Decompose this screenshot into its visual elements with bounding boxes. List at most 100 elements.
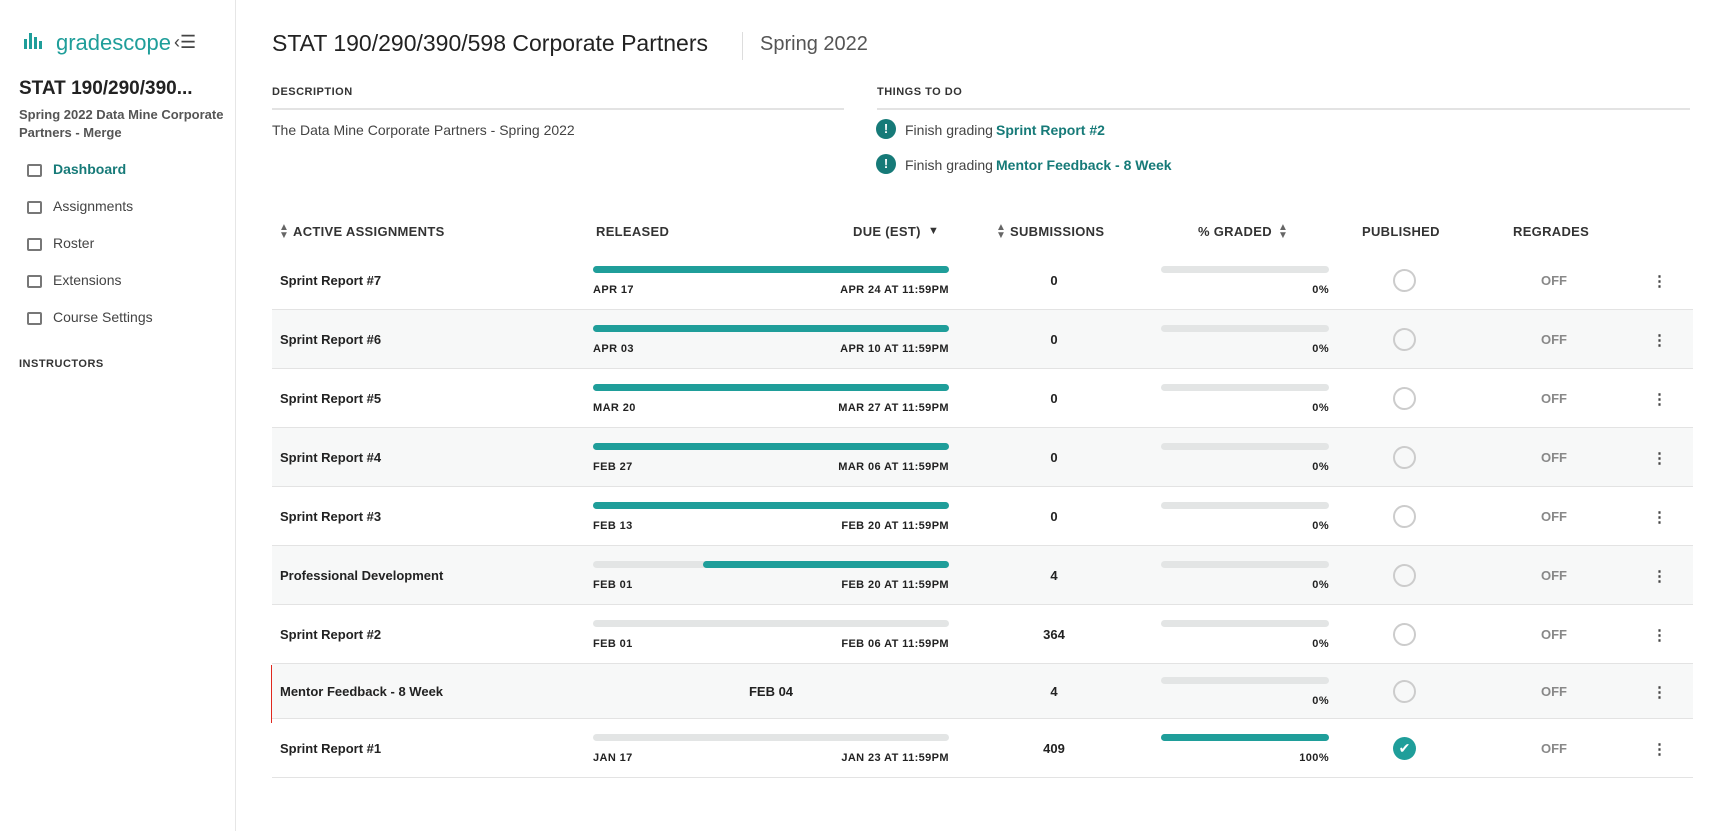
assignment-name[interactable]: Sprint Report #2 xyxy=(280,626,382,642)
nav-icon xyxy=(27,312,42,325)
due-date: APR 10 AT 11:59PM xyxy=(840,342,949,355)
column-header[interactable]: % GRADED xyxy=(1198,224,1272,239)
published-toggle[interactable] xyxy=(1393,504,1416,528)
graded-label: 0% xyxy=(1312,342,1329,355)
assignment-row: Sprint Report #3 FEB 13 FEB 20 AT 11:59PM 0… xyxy=(272,487,1693,546)
assignment-name[interactable]: Sprint Report #6 xyxy=(280,331,382,347)
assignment-name[interactable]: Sprint Report #1 xyxy=(280,740,382,756)
assignment-name[interactable]: Sprint Report #5 xyxy=(280,390,382,406)
timeline-bar xyxy=(593,733,949,741)
timeline-fill xyxy=(593,383,949,391)
timeline-fill xyxy=(593,265,949,273)
nav-link[interactable]: Dashboard xyxy=(53,161,127,177)
published-toggle[interactable] xyxy=(1393,445,1416,469)
graded-label: 0% xyxy=(1312,460,1329,473)
more-menu[interactable]: ⋮ xyxy=(1652,740,1667,758)
submissions[interactable]: 0 xyxy=(1050,272,1058,288)
nav-link[interactable]: Course Settings xyxy=(53,309,153,325)
more-menu[interactable]: ⋮ xyxy=(1652,508,1667,526)
nav-link[interactable]: Extensions xyxy=(53,272,122,288)
released-date: APR 03 xyxy=(593,342,634,355)
regrades: OFF xyxy=(1541,449,1567,465)
published-toggle[interactable] xyxy=(1393,563,1416,587)
graded-label: 100% xyxy=(1299,751,1329,764)
graded-label: 0% xyxy=(1312,283,1329,296)
assignment-name[interactable]: Sprint Report #4 xyxy=(280,449,382,465)
todo-heading: THINGS TO DO xyxy=(877,86,963,98)
released-date: MAR 20 xyxy=(593,401,636,414)
published-toggle[interactable]: ✔ xyxy=(1393,736,1416,760)
column-header[interactable]: SUBMISSIONS xyxy=(1010,224,1105,239)
graded-fill xyxy=(1161,733,1329,741)
graded-bar xyxy=(1161,265,1329,273)
page-title: STAT 190/290/390/598 Corporate Partners xyxy=(272,30,708,56)
regrades: OFF xyxy=(1541,683,1567,699)
nav-link[interactable]: Assignments xyxy=(53,198,134,214)
more-menu[interactable]: ⋮ xyxy=(1652,449,1667,467)
submissions[interactable]: 4 xyxy=(1050,683,1058,699)
more-menu[interactable]: ⋮ xyxy=(1652,331,1667,349)
submissions[interactable]: 4 xyxy=(1050,567,1058,583)
published-toggle[interactable] xyxy=(1393,679,1416,703)
regrades: OFF xyxy=(1541,331,1567,347)
due-date: FEB 06 AT 11:59PM xyxy=(841,637,949,650)
graded-label: 0% xyxy=(1312,578,1329,591)
sort-icon: ▲ ▼ xyxy=(279,222,289,241)
published-toggle[interactable] xyxy=(1393,327,1416,351)
section-heading: INSTRUCTORS xyxy=(19,358,104,370)
submissions[interactable]: 0 xyxy=(1050,449,1058,465)
submissions[interactable]: 409 xyxy=(1043,740,1065,756)
timeline-bar xyxy=(593,265,949,273)
more-menu[interactable]: ⋮ xyxy=(1652,567,1667,585)
todo-link[interactable]: Sprint Report #2 xyxy=(996,122,1105,138)
assignment-name[interactable]: Professional Development xyxy=(280,567,444,583)
assignment-row: Mentor Feedback - 8 Week FEB 04 4 0% OFF ⋮ xyxy=(272,664,1693,719)
assignment-name[interactable]: Mentor Feedback - 8 Week xyxy=(280,683,444,699)
timeline-bar xyxy=(593,619,949,627)
due-date: JAN 23 AT 11:59PM xyxy=(841,751,949,764)
more-menu[interactable]: ⋮ xyxy=(1652,683,1667,701)
nav-icon xyxy=(27,201,42,214)
todo-prefix: Finish grading xyxy=(905,157,993,173)
more-menu[interactable]: ⋮ xyxy=(1652,272,1667,290)
description-heading: DESCRIPTION xyxy=(272,86,353,98)
released-date: FEB 01 xyxy=(593,637,633,650)
brand[interactable]: gradescope xyxy=(56,30,171,55)
column-header: RELEASED xyxy=(596,224,670,239)
rule xyxy=(272,108,844,110)
assignment-row: Sprint Report #5 MAR 20 MAR 27 AT 11:59PM 0… xyxy=(272,369,1693,428)
regrades: OFF xyxy=(1541,272,1567,288)
nav-icon xyxy=(27,238,42,251)
submissions[interactable]: 0 xyxy=(1050,331,1058,347)
published-toggle[interactable] xyxy=(1393,268,1416,292)
assignment-name[interactable]: Sprint Report #3 xyxy=(280,508,382,524)
timeline-fill xyxy=(593,324,949,332)
column-header: PUBLISHED xyxy=(1362,224,1440,239)
due-date: FEB 20 AT 11:59PM xyxy=(841,519,949,532)
timeline-fill xyxy=(593,442,949,450)
submissions[interactable]: 0 xyxy=(1050,390,1058,406)
timeline-bar xyxy=(593,383,949,391)
released-date: FEB 27 xyxy=(593,460,633,473)
column-header[interactable]: DUE (EST) xyxy=(853,224,921,239)
submissions[interactable]: 0 xyxy=(1050,508,1058,524)
released-date: FEB 01 xyxy=(593,578,633,591)
assignment-name[interactable]: Sprint Report #7 xyxy=(280,272,382,288)
due-date: MAR 27 AT 11:59PM xyxy=(838,401,949,414)
column-header[interactable]: ACTIVE ASSIGNMENTS xyxy=(293,224,445,239)
regrades: OFF xyxy=(1541,567,1567,583)
nav-link[interactable]: Roster xyxy=(53,235,95,251)
due-date: FEB 20 AT 11:59PM xyxy=(841,578,949,591)
todo-link[interactable]: Mentor Feedback - 8 Week xyxy=(996,157,1172,173)
assignment-row: Sprint Report #7 APR 17 APR 24 AT 11:59PM 0… xyxy=(272,251,1693,310)
published-toggle[interactable] xyxy=(1393,386,1416,410)
more-menu[interactable]: ⋮ xyxy=(1652,390,1667,408)
published-toggle[interactable] xyxy=(1393,622,1416,646)
nav-icon xyxy=(27,275,42,288)
collapse-toggle[interactable]: ‹☰ xyxy=(174,32,197,52)
course-subtitle: Spring 2022 Data Mine Corporate Partners… xyxy=(19,107,224,140)
more-menu[interactable]: ⋮ xyxy=(1652,626,1667,644)
regrades: OFF xyxy=(1541,626,1567,642)
submissions[interactable]: 364 xyxy=(1043,626,1065,642)
sidebar: gradescope ‹☰ STAT 190/290/390... Spring… xyxy=(0,0,236,831)
